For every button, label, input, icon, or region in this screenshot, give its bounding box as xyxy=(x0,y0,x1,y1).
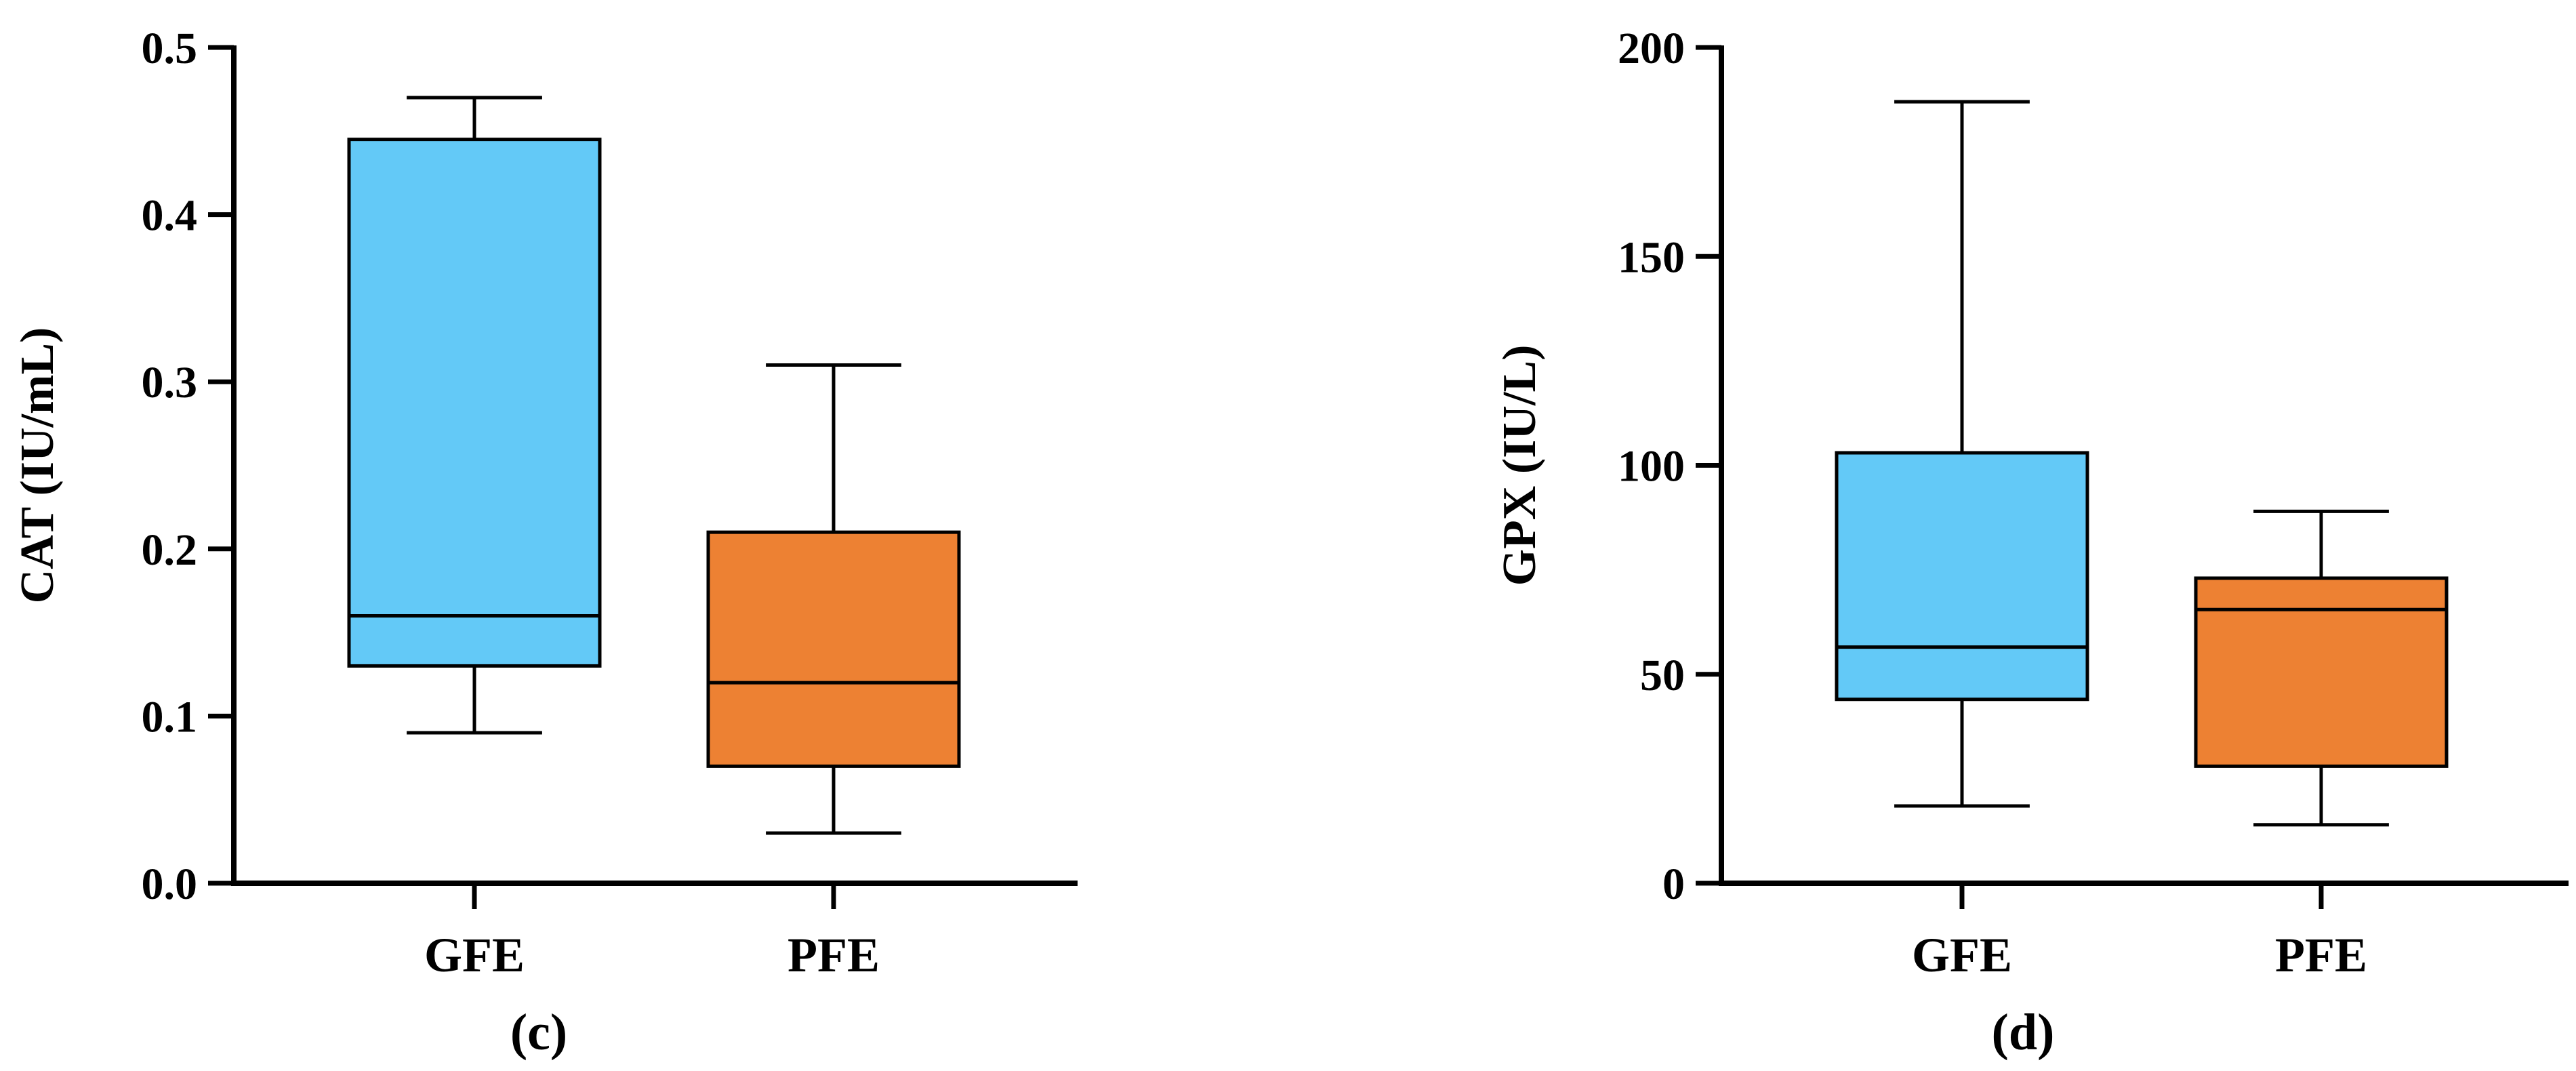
x-category-label: PFE xyxy=(2275,928,2367,982)
y-axis-title: CAT (IU/mL) xyxy=(12,327,64,604)
box-gfe xyxy=(1835,451,2089,702)
chart-panel-d: 0 50 100 150 200 GFE PFE GPX (IU/L) (d) xyxy=(1494,24,2569,1061)
y-tick-label: 0.3 xyxy=(142,358,198,407)
panel-label: (c) xyxy=(510,1004,567,1061)
y-tick-label: 200 xyxy=(1618,24,1685,73)
y-tick-label: 50 xyxy=(1640,651,1685,700)
y-tick-label: 0.4 xyxy=(142,191,198,241)
y-tick-label: 0.5 xyxy=(142,24,198,73)
x-category-label: GFE xyxy=(424,928,525,982)
box-pfe xyxy=(706,530,961,768)
y-tick-label: 0 xyxy=(1662,860,1685,909)
y-axis-title: GPX (IU/L) xyxy=(1494,345,1546,586)
box-pfe xyxy=(2194,576,2449,768)
y-tick-label: 0.1 xyxy=(142,692,198,742)
x-category-label: PFE xyxy=(788,928,880,982)
y-tick-label: 0.0 xyxy=(142,860,198,909)
y-tick-label: 0.2 xyxy=(142,525,198,575)
y-tick-label: 150 xyxy=(1618,233,1685,282)
y-tick-label: 100 xyxy=(1618,442,1685,491)
box-gfe xyxy=(347,138,602,668)
chart-panel-c: 0.0 0.1 0.2 0.3 0.4 0.5 GFE PFE CAT (IU/mL) (c) xyxy=(12,24,1078,1061)
x-category-label: GFE xyxy=(1912,928,2012,982)
panel-label: (d) xyxy=(1992,1004,2055,1061)
